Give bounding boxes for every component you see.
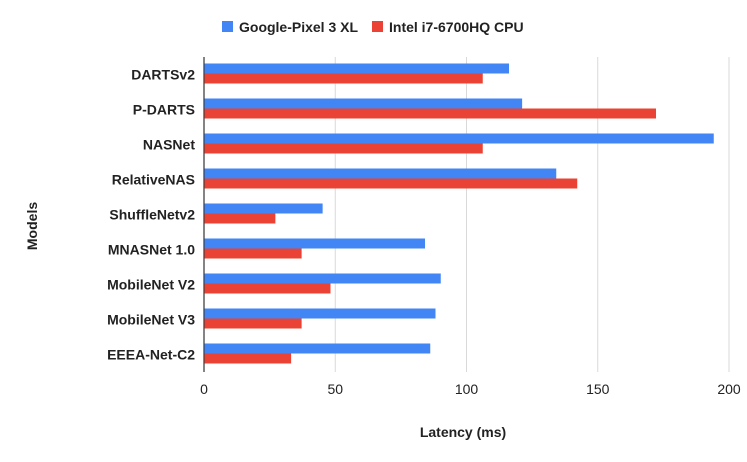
bar-google-pixel <box>204 98 523 109</box>
bar-intel-cpu <box>204 108 656 119</box>
x-tick-label: 200 <box>717 381 741 397</box>
bar-intel-cpu <box>204 318 302 329</box>
bars <box>204 63 714 364</box>
legend-swatch-intel-cpu <box>372 21 383 32</box>
y-axis-title: Models <box>24 202 40 250</box>
legend: Google-Pixel 3 XL Intel i7-6700HQ CPU <box>222 19 524 35</box>
bar-intel-cpu <box>204 283 331 294</box>
bar-intel-cpu <box>204 143 483 154</box>
bar-google-pixel <box>204 343 431 354</box>
x-tick-label: 150 <box>586 381 610 397</box>
x-axis-title: Latency (ms) <box>420 424 506 440</box>
category-label: DARTSv2 <box>131 67 195 83</box>
x-tick-label: 100 <box>455 381 479 397</box>
bar-intel-cpu <box>204 248 302 259</box>
legend-label-google-pixel: Google-Pixel 3 XL <box>239 19 358 35</box>
category-label: ShuffleNetv2 <box>109 207 195 223</box>
bar-google-pixel <box>204 238 425 249</box>
bar-google-pixel <box>204 133 714 144</box>
legend-swatch-google-pixel <box>222 21 233 32</box>
bar-google-pixel <box>204 308 436 319</box>
tick-labels: 0 50 100 150 200 <box>200 381 741 397</box>
bar-intel-cpu <box>204 178 578 189</box>
category-label: EEEA-Net-C2 <box>107 347 195 363</box>
bar-google-pixel <box>204 203 323 214</box>
x-tick-label: 50 <box>327 381 343 397</box>
category-labels: DARTSv2 P-DARTS NASNet RelativeNAS ShuffleNe… <box>107 67 195 363</box>
bar-intel-cpu <box>204 353 292 364</box>
x-tick-label: 0 <box>200 381 208 397</box>
category-label: P-DARTS <box>133 102 195 118</box>
category-label: MobileNet V3 <box>107 312 195 328</box>
legend-label-intel-cpu: Intel i7-6700HQ CPU <box>389 19 524 35</box>
bar-intel-cpu <box>204 213 276 224</box>
category-label: NASNet <box>143 137 195 153</box>
bar-google-pixel <box>204 273 441 284</box>
category-label: MobileNet V2 <box>107 277 195 293</box>
category-label: MNASNet 1.0 <box>108 242 195 258</box>
bar-google-pixel <box>204 63 509 74</box>
category-label: RelativeNAS <box>112 172 195 188</box>
bar-intel-cpu <box>204 73 483 84</box>
bar-google-pixel <box>204 168 557 179</box>
